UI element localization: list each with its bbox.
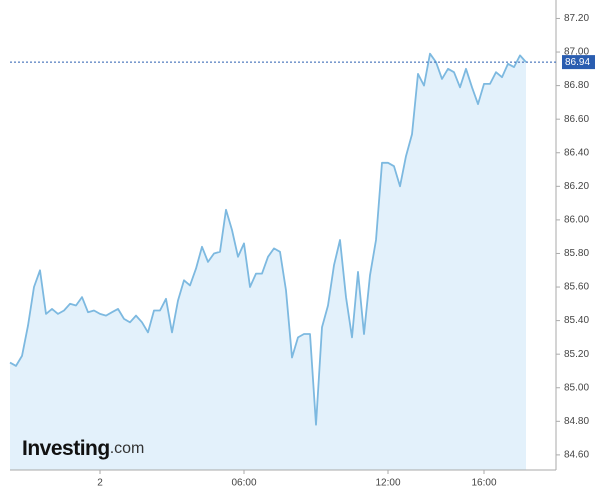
- x-tick-label: 2: [97, 478, 103, 489]
- last-value-box: [562, 55, 595, 70]
- y-tick-label: 86.40: [564, 147, 589, 158]
- logo: Investing.com: [22, 437, 144, 460]
- y-tick-label: 86.80: [564, 80, 589, 91]
- y-tick-label: 85.00: [564, 382, 589, 393]
- price-line: [9, 52, 527, 426]
- y-tick-label: 85.80: [564, 248, 589, 259]
- y-tick-label: 87.20: [564, 13, 589, 24]
- y-tick-label: 86.20: [564, 181, 589, 192]
- y-tick-label: 86.60: [564, 114, 589, 125]
- x-tick-label: 06:00: [231, 478, 256, 489]
- y-tick-label: 85.60: [564, 282, 589, 293]
- logo-brand: Investing: [22, 437, 110, 460]
- y-tick-label: 85.40: [564, 315, 589, 326]
- x-tick-label: 16:00: [471, 478, 496, 489]
- y-tick-label: 84.60: [564, 450, 589, 461]
- y-tick-label: 84.80: [564, 416, 589, 427]
- area-fill: [10, 53, 526, 470]
- last-value-label: 86.94: [565, 57, 590, 68]
- x-tick-label: 12:00: [375, 478, 400, 489]
- y-tick-label: 85.20: [564, 349, 589, 360]
- y-tick-label: 86.00: [564, 215, 589, 226]
- logo-suffix: .com: [110, 440, 145, 457]
- y-tick-label: 87.00: [564, 47, 589, 58]
